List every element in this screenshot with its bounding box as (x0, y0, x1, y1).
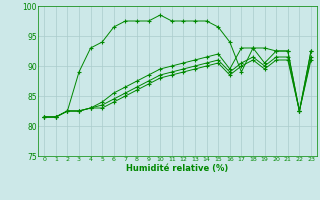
X-axis label: Humidité relative (%): Humidité relative (%) (126, 164, 229, 173)
